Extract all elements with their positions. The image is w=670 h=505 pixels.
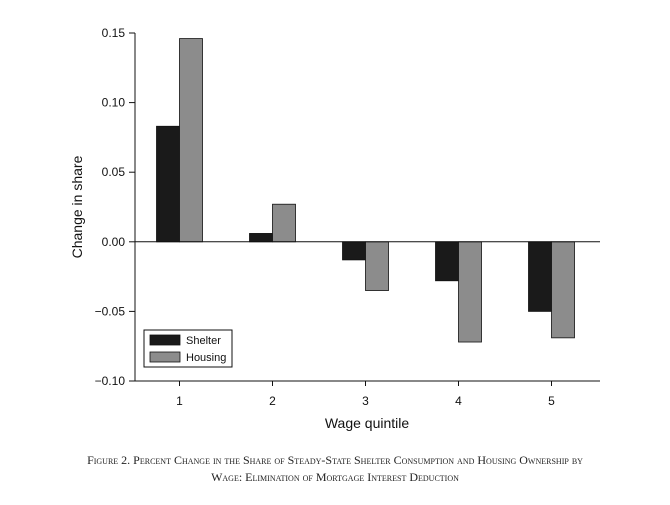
legend: Shelter Housing	[143, 329, 233, 368]
y-ticks: 0.15 0.10 0.05 0.00 −0.05 −0.10	[95, 26, 135, 388]
bars-group	[156, 38, 575, 343]
x-tick-label: 3	[362, 394, 369, 408]
bar-shelter-1	[156, 125, 180, 243]
legend-swatch-housing	[149, 351, 181, 363]
bar-shelter-5	[528, 241, 552, 312]
bar-chart: 0.15 0.10 0.05 0.00 −0.05 −0.10 1 2 3 4 5 Wage qu…	[69, 26, 600, 431]
x-tick-label: 5	[548, 394, 555, 408]
x-tick-label: 1	[176, 394, 183, 408]
x-axis-label: Wage quintile	[325, 415, 410, 431]
bar-housing-2	[272, 203, 296, 243]
legend-swatch-shelter	[149, 334, 181, 346]
bar-housing-4	[458, 241, 482, 343]
y-axis-label: Change in share	[69, 155, 85, 258]
legend-label-housing: Housing	[186, 352, 226, 364]
chart-area: 0.15 0.10 0.05 0.00 −0.05 −0.10 1 2 3 4 5 Wage qu…	[69, 26, 600, 431]
figure-caption: Figure 2. Percent Change in the Share of…	[0, 452, 670, 486]
bar-housing-1	[179, 38, 203, 243]
bar-shelter-4	[435, 241, 459, 282]
bar-shelter-2	[249, 233, 273, 243]
legend-label-shelter: Shelter	[186, 335, 221, 347]
y-tick-label: 0.15	[102, 26, 126, 40]
y-tick-label: 0.05	[102, 165, 126, 179]
y-tick-label: 0.00	[102, 235, 126, 249]
y-tick-label: 0.10	[102, 96, 126, 110]
caption-line-2: Wage: Elimination of Mortgage Interest D…	[211, 470, 459, 484]
x-ticks: 1 2 3 4 5	[176, 381, 555, 408]
bar-shelter-3	[342, 241, 366, 261]
x-tick-label: 4	[455, 394, 462, 408]
x-tick-label: 2	[269, 394, 276, 408]
y-tick-label: −0.05	[95, 304, 126, 318]
bar-housing-3	[365, 241, 389, 291]
bar-housing-5	[551, 241, 575, 339]
y-tick-label: −0.10	[95, 374, 126, 388]
caption-line-1: Figure 2. Percent Change in the Share of…	[87, 453, 583, 467]
